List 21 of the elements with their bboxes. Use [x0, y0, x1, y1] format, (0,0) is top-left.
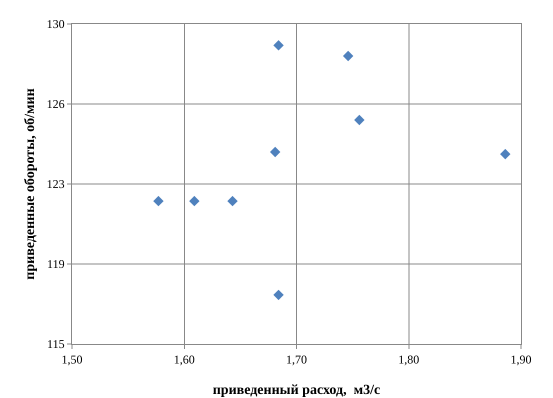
point	[153, 196, 164, 206]
y-tick-label: 130	[46, 17, 65, 32]
point	[273, 290, 284, 300]
y-axis-title: приведенные обороты, об/мин	[23, 88, 38, 280]
x-tick-label: 1,50	[62, 352, 82, 366]
x-tick-label: 1,70	[286, 352, 307, 366]
x-tick-label: 1,90	[510, 352, 532, 366]
x-tick-label: 1,60	[174, 352, 195, 366]
point	[354, 114, 365, 126]
y-tick-label: 126	[46, 97, 65, 112]
point	[270, 146, 280, 158]
point	[273, 40, 284, 51]
y-tick-label: 123	[46, 177, 65, 192]
point	[342, 50, 354, 62]
point	[189, 196, 200, 206]
x-tick-label: 1,80	[398, 352, 420, 366]
y-tick-label: 119	[47, 257, 65, 272]
point	[227, 196, 238, 206]
y-tick-label: 115	[47, 337, 65, 352]
x-axis-title: приведенный расход, м3/с	[212, 383, 380, 398]
point	[500, 148, 510, 160]
